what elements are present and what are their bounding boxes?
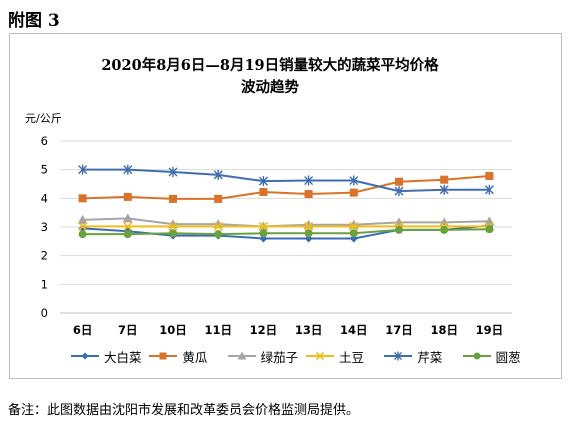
data-point-圆葱 bbox=[349, 229, 358, 238]
legend-item: 芹菜 bbox=[383, 346, 442, 366]
data-point-黄瓜 bbox=[485, 171, 494, 180]
legend-label: 绿茄子 bbox=[260, 349, 299, 365]
legend-item: 黄瓜 bbox=[148, 346, 207, 366]
legend-label: 大白菜 bbox=[104, 349, 142, 365]
series-line-芹菜 bbox=[82, 168, 490, 193]
data-point-圆葱 bbox=[485, 225, 494, 234]
y-tick-label: 5 bbox=[41, 163, 48, 177]
legend-swatch-marker bbox=[394, 351, 403, 361]
data-point-土豆 bbox=[213, 221, 223, 231]
legend-swatch bbox=[384, 351, 413, 361]
data-point-圆葱 bbox=[395, 225, 403, 234]
y-axis-label: 元/公斤 bbox=[25, 112, 62, 125]
data-point-芹菜 bbox=[394, 186, 404, 197]
x-tick-label: 17日 bbox=[385, 323, 413, 337]
series-line-圆葱 bbox=[82, 228, 490, 236]
y-tick-label: 3 bbox=[41, 220, 48, 234]
data-point-圆葱 bbox=[259, 229, 268, 238]
legend-swatch-marker bbox=[315, 351, 325, 361]
legend-label: 土豆 bbox=[339, 349, 365, 365]
legend-label: 黄瓜 bbox=[182, 349, 208, 365]
chart-legend: 大白菜 黄瓜 绿茄子 土豆 芹菜 圆葱 bbox=[70, 346, 540, 366]
legend-swatch-marker bbox=[159, 352, 167, 360]
data-point-芹菜 bbox=[213, 169, 223, 180]
data-point-黄瓜 bbox=[169, 194, 177, 203]
data-point-圆葱 bbox=[78, 230, 87, 239]
x-tick-label: 6日 bbox=[73, 323, 93, 337]
legend-swatch bbox=[306, 351, 334, 361]
data-point-土豆 bbox=[349, 221, 359, 231]
data-point-黄瓜 bbox=[259, 188, 268, 197]
data-point-黄瓜 bbox=[349, 188, 358, 197]
data-point-芹菜 bbox=[439, 184, 449, 195]
chart-frame bbox=[9, 33, 562, 379]
y-tick-label: 2 bbox=[41, 249, 48, 263]
legend-swatch bbox=[462, 352, 491, 360]
y-tick-label: 0 bbox=[41, 306, 48, 320]
x-tick-label: 13日 bbox=[295, 323, 323, 337]
x-tick-label: 11日 bbox=[204, 323, 232, 337]
data-point-芹菜 bbox=[258, 176, 268, 187]
legend-swatch-marker bbox=[81, 352, 89, 360]
y-tick-label: 4 bbox=[41, 191, 48, 205]
legend-swatch bbox=[71, 352, 99, 360]
legend-item: 土豆 bbox=[305, 346, 364, 366]
data-point-圆葱 bbox=[304, 229, 313, 238]
legend-item: 圆葱 bbox=[462, 346, 521, 366]
data-point-土豆 bbox=[123, 221, 133, 231]
legend-item: 大白菜 bbox=[70, 346, 142, 366]
data-point-黄瓜 bbox=[395, 177, 403, 186]
series-line-绿茄子 bbox=[82, 217, 490, 228]
data-point-圆葱 bbox=[123, 230, 132, 239]
data-point-芹菜 bbox=[304, 175, 314, 186]
data-point-芹菜 bbox=[123, 164, 133, 175]
legend-swatch-marker bbox=[237, 351, 247, 360]
data-point-芹菜 bbox=[78, 164, 88, 175]
chart-subtitle: 波动趋势 bbox=[241, 79, 299, 96]
data-point-圆葱 bbox=[169, 229, 177, 238]
x-tick-label: 7日 bbox=[118, 323, 138, 337]
x-tick-label: 18日 bbox=[430, 323, 458, 337]
y-tick-label: 6 bbox=[41, 134, 48, 148]
data-point-黄瓜 bbox=[440, 175, 449, 184]
data-point-芹菜 bbox=[349, 175, 359, 186]
data-point-黄瓜 bbox=[214, 194, 223, 203]
data-point-芹菜 bbox=[484, 184, 494, 195]
legend-label: 芹菜 bbox=[417, 349, 443, 365]
data-point-圆葱 bbox=[440, 225, 449, 234]
data-point-土豆 bbox=[258, 221, 268, 231]
data-point-绿茄子 bbox=[77, 214, 88, 224]
data-point-黄瓜 bbox=[78, 194, 87, 203]
data-point-圆葱 bbox=[214, 230, 223, 239]
x-tick-label: 10日 bbox=[159, 323, 187, 337]
legend-label: 圆葱 bbox=[495, 349, 521, 365]
data-point-土豆 bbox=[78, 221, 88, 231]
legend-item: 绿茄子 bbox=[227, 346, 299, 366]
data-point-土豆 bbox=[168, 221, 178, 231]
chart-title: 2020年8月6日—8月19日销量较大的蔬菜平均价格 bbox=[101, 57, 439, 74]
legend-swatch bbox=[149, 352, 178, 360]
legend-swatch-marker bbox=[473, 352, 481, 360]
data-point-黄瓜 bbox=[304, 190, 313, 199]
x-tick-label: 14日 bbox=[340, 323, 368, 337]
series-line-黄瓜 bbox=[82, 174, 490, 200]
y-tick-label: 1 bbox=[41, 277, 48, 291]
data-point-黄瓜 bbox=[123, 192, 132, 201]
data-point-土豆 bbox=[304, 221, 314, 231]
series-line-大白菜 bbox=[82, 224, 490, 240]
data-point-芹菜 bbox=[168, 166, 178, 177]
data-point-绿茄子 bbox=[122, 213, 133, 223]
footnote: 备注：此图数据由沈阳市发展和改革委员会价格监测局提供。 bbox=[8, 403, 360, 418]
legend-swatch bbox=[227, 351, 256, 360]
x-tick-label: 19日 bbox=[476, 323, 504, 337]
x-tick-label: 12日 bbox=[250, 323, 278, 337]
figure-label: 附图 3 bbox=[8, 11, 60, 31]
